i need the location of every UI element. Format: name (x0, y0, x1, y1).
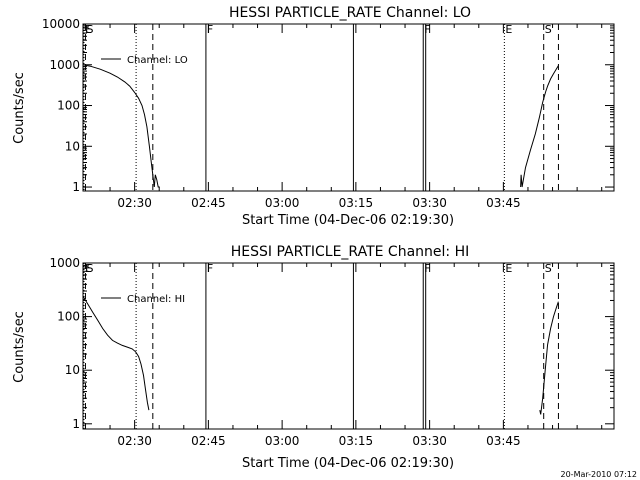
x-axis-label: Start Time (04-Dec-06 02:19:30) (242, 213, 454, 228)
y-axis-label: Counts/sec (12, 72, 27, 144)
y-tick-label: 1 (72, 180, 80, 194)
event-marker-label: E (505, 262, 512, 275)
series-line (539, 301, 559, 415)
chart-title: HESSI PARTICLE_RATE Channel: LO (229, 5, 471, 21)
legend: Channel: HI (101, 294, 185, 305)
y-axis: 1 10 100 1000 10000 (42, 17, 614, 194)
series-line (82, 64, 160, 188)
y-tick-label: 100 (57, 310, 80, 324)
axes-frame (82, 262, 615, 430)
series-line (82, 295, 150, 411)
x-tick-label: 03:45 (486, 434, 521, 448)
event-marker-label: S (545, 262, 552, 275)
x-tick-label: 02:45 (191, 196, 226, 210)
chart-title: HESSI PARTICLE_RATE Channel: HI (231, 244, 469, 260)
y-tick-label: 10 (65, 139, 80, 153)
event-markers: ES F F E S (83, 23, 559, 191)
x-tick-label: 02:30 (117, 434, 152, 448)
legend-label: Channel: LO (127, 55, 188, 66)
y-tick-label: 100 (57, 99, 80, 113)
x-tick-label: 03:00 (265, 434, 300, 448)
series (82, 295, 559, 415)
x-axis: 02:30 02:45 03:00 03:15 03:30 03:45 (84, 263, 603, 448)
y-axis: 1 10 100 1000 (49, 256, 614, 431)
x-tick-label: 03:45 (486, 196, 521, 210)
x-tick-label: 03:00 (265, 196, 300, 210)
x-tick-label: 03:30 (412, 434, 447, 448)
legend: Channel: LO (101, 55, 188, 66)
event-marker-label: F (207, 262, 213, 275)
plot-frame (82, 262, 615, 430)
x-tick-label: 02:45 (191, 434, 226, 448)
event-marker-label: F (424, 262, 430, 275)
x-axis-label: Start Time (04-Dec-06 02:19:30) (242, 456, 454, 471)
x-tick-label: 03:15 (339, 196, 374, 210)
event-markers: ES F F E S (83, 262, 559, 429)
axes-frame (82, 23, 615, 192)
timestamp: 20-Mar-2010 07:12 (561, 470, 638, 479)
hi-channel-panel: HESSI PARTICLE_RATE Channel: HI ES F F E S C… (12, 244, 615, 471)
event-marker-label: S (86, 23, 93, 36)
series (82, 64, 559, 188)
y-tick-label: 1000 (49, 58, 80, 72)
x-axis: 02:30 02:45 03:00 03:15 03:30 03:45 (84, 24, 603, 210)
lo-channel-panel: HESSI PARTICLE_RATE Channel: LO ES F F E S C… (12, 5, 615, 228)
x-tick-label: 03:15 (339, 434, 374, 448)
y-axis-label: Counts/sec (12, 311, 27, 383)
event-marker-label: E (85, 262, 92, 275)
event-marker-label: E (505, 23, 512, 36)
event-marker-label: S (86, 262, 93, 275)
x-tick-label: 02:30 (117, 196, 152, 210)
x-tick-label: 03:30 (412, 196, 447, 210)
event-marker-label: F (207, 23, 213, 36)
y-tick-label: 10 (65, 363, 80, 377)
y-tick-label: 1 (72, 417, 80, 431)
event-marker-label: E (85, 23, 92, 36)
event-marker-label: S (545, 23, 552, 36)
series-line (520, 65, 559, 188)
y-tick-label: 1000 (49, 256, 80, 270)
plot-frame (82, 23, 615, 192)
y-tick-label: 10000 (42, 17, 80, 31)
event-marker-label: F (424, 23, 430, 36)
legend-label: Channel: HI (127, 294, 185, 305)
